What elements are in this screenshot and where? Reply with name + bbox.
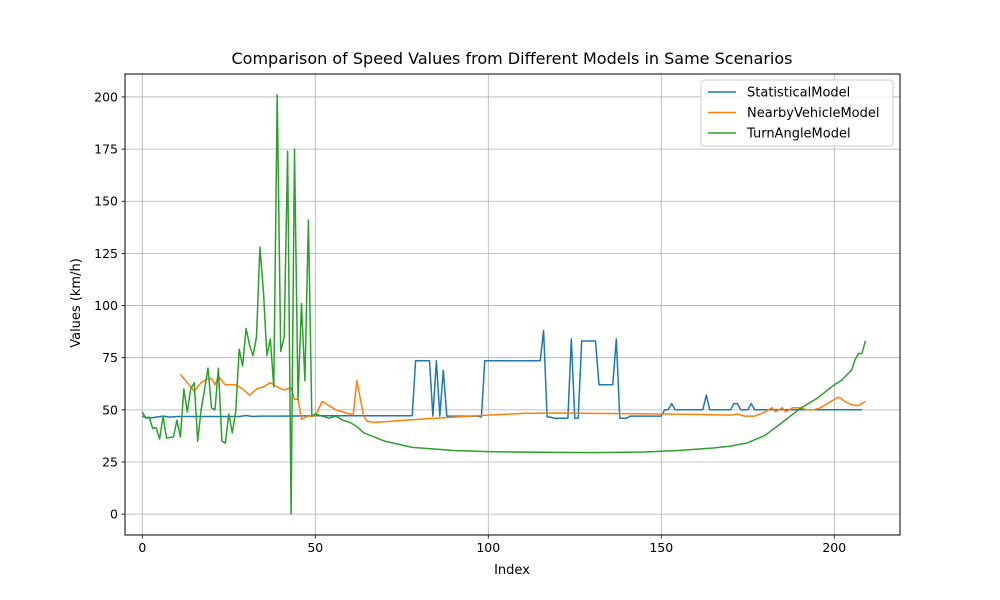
y-tick-label: 200: [94, 89, 118, 104]
y-tick-label: 25: [102, 454, 118, 469]
legend-label-nearby-vehicle-model: NearbyVehicleModel: [747, 106, 880, 121]
legend-label-statistical-model: StatisticalModel: [747, 86, 850, 101]
series-lines: [141, 94, 867, 515]
series-line-statistical-model: [142, 329, 862, 419]
x-tick-label: 200: [822, 540, 846, 555]
series-line-nearby-vehicle-model: [179, 373, 866, 424]
legend-label-turn-angle-model: TurnAngleModel: [746, 127, 851, 142]
grid: [125, 74, 900, 535]
chart-title: Comparison of Speed Values from Differen…: [231, 49, 792, 68]
legend: StatisticalModel NearbyVehicleModel TurnAn…: [700, 79, 894, 147]
y-tick-label: 50: [102, 402, 118, 417]
x-tick-label: 50: [307, 540, 323, 555]
y-tick-label: 0: [110, 507, 118, 522]
y-axis-title: Values (km/h): [69, 258, 84, 348]
axis-ticks: 0 50 100 150 200 0 25 50 75 100 125 150 175 200: [94, 89, 846, 555]
legend-box: [700, 79, 894, 147]
y-tick-label: 125: [94, 246, 118, 261]
y-tick-label: 75: [102, 350, 118, 365]
x-tick-label: 150: [649, 540, 673, 555]
plot-frame: [124, 73, 901, 536]
y-tick-label: 100: [94, 298, 118, 313]
y-tick-label: 175: [94, 142, 118, 157]
x-tick-label: 0: [138, 540, 146, 555]
x-tick-label: 100: [476, 540, 500, 555]
x-axis-title: Index: [494, 563, 530, 578]
series-line-turn-angle-model: [141, 94, 867, 515]
y-tick-label: 150: [94, 194, 118, 209]
